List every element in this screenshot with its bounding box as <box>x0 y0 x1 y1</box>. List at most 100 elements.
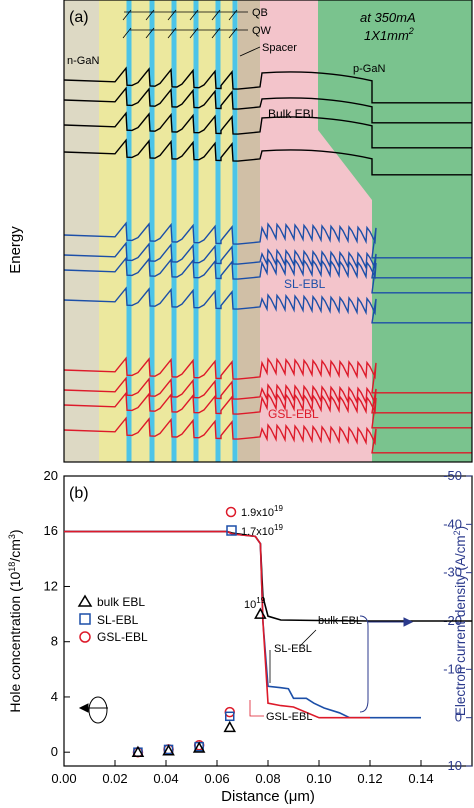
legend-marker-gsl <box>79 631 91 643</box>
right-tick-label: -30 <box>443 565 462 580</box>
spacer-leader <box>239 46 261 57</box>
left-tick-label: 8 <box>51 634 58 649</box>
qb-tick-5 <box>211 9 221 21</box>
gsl-band-line-3 <box>63 391 472 429</box>
marker-bulk <box>192 741 206 753</box>
panel-b-label: (b) <box>69 485 89 502</box>
spacer-label: Spacer <box>262 42 297 54</box>
qb-tick-2 <box>145 9 155 21</box>
left-axis-indicator <box>78 696 108 724</box>
gsl-band-line-1 <box>63 356 472 394</box>
marker-sl <box>225 711 235 722</box>
x-tick-label: 0.08 <box>255 771 280 786</box>
qw-tick-6 <box>228 27 238 39</box>
left-tick-label: 4 <box>51 689 58 704</box>
hole-concentration-markers <box>131 607 267 758</box>
current-density-curves <box>64 530 472 719</box>
peak-label-sl: 1.7x1019 <box>241 523 283 538</box>
bulk-band-line-3 <box>63 111 472 149</box>
bulk-ebl-label: Bulk EBL <box>268 107 318 121</box>
condition-current: at 350mA <box>360 10 416 25</box>
sl-band-line-1 <box>63 221 472 259</box>
gsl-band-line-4 <box>63 416 472 454</box>
sl-annotation: SL-EBL <box>274 643 312 655</box>
sl-band-line-4 <box>63 286 472 324</box>
x-tick-label: 0.10 <box>306 771 331 786</box>
left-axis-title: Hole concentration (1018/cm3) <box>7 529 23 712</box>
right-axis-arrowhead <box>403 617 414 627</box>
sl-band-line-3 <box>63 256 472 294</box>
marker-bulk <box>254 607 267 619</box>
bulk-band-line-1 <box>63 66 472 104</box>
panel-a: (a) n-GaN p-GaN at 350mA 1X1mm2 QB QW Sp… <box>7 0 473 463</box>
region-pgan <box>318 0 472 462</box>
left-tick-label: 20 <box>44 468 58 483</box>
current-curve-gsl <box>64 530 370 719</box>
qw-tick-3 <box>167 27 177 39</box>
x-tick-label: 0.02 <box>102 771 127 786</box>
ngan-label: n-GaN <box>67 55 99 67</box>
legend-marker-sl <box>79 613 91 625</box>
qb-tick-3 <box>167 9 177 21</box>
x-tick-label: 0.04 <box>153 771 178 786</box>
legend-label-sl: SL-EBL <box>97 613 139 627</box>
quantum-well-6 <box>232 0 238 462</box>
x-axis-title: Distance (μm) <box>221 788 315 805</box>
quantum-wells <box>126 0 238 462</box>
left-axis-title-sup2: 3 <box>7 534 17 539</box>
x-tick-label: 0.06 <box>204 771 229 786</box>
right-axis-title: Electron current density (A/cm2) <box>452 526 468 716</box>
x-tick-label: 0.12 <box>357 771 382 786</box>
condition-area-sup: 2 <box>408 26 414 36</box>
energy-axis-label: Energy <box>7 226 24 274</box>
right-tick-label: -50 <box>443 468 462 483</box>
qb-tick-4 <box>189 9 199 21</box>
qb-tick-6 <box>228 9 238 21</box>
quantum-well-4 <box>193 0 199 462</box>
panel-b-axes: 0.00 0.02 0.04 0.06 0.08 0.10 0.12 0.14 0 4 8 12 16 2… <box>44 468 472 786</box>
marker-bulk <box>162 744 175 756</box>
left-axis-arrowhead <box>78 703 89 713</box>
band-diagrams <box>63 66 472 454</box>
marker-bulk <box>131 745 145 757</box>
x-tick-label: 0.00 <box>51 771 76 786</box>
right-axis-bracket <box>359 615 369 713</box>
condition-area: 1X1mm2 <box>364 26 414 43</box>
peak-marker-sl <box>226 525 237 536</box>
peak-label-gsl: 1.9x1019 <box>241 504 283 519</box>
right-tick-label: 0 <box>455 710 462 725</box>
structure-leader-lines <box>122 9 261 57</box>
bulk-annotation-leader <box>299 629 317 647</box>
right-axis-title-end: ) <box>453 526 468 531</box>
qw-tick-4 <box>189 27 199 39</box>
qb-label: QB <box>252 7 268 19</box>
peak-marker-gsl <box>225 506 237 518</box>
bulk-band-line-4 <box>63 138 472 176</box>
peak-label-bulk: 1019 <box>244 596 266 611</box>
right-tick-label: -40 <box>443 516 462 531</box>
quantum-well-3 <box>171 0 177 462</box>
sl-ebl-label: SL-EBL <box>284 277 326 291</box>
peak-label-gsl-exp: 19 <box>274 504 283 513</box>
gsl-ebl-label: GSL-EBL <box>268 407 319 421</box>
left-axis-title-mid: /cm <box>7 539 23 562</box>
right-axis-indicator <box>359 615 414 713</box>
bulk-band-line-2 <box>63 86 472 124</box>
left-axis-ellipse <box>88 696 108 724</box>
pgan-label: p-GaN <box>353 63 385 75</box>
gsl-annotation-leader <box>249 700 264 717</box>
marker-bulk <box>223 720 237 733</box>
qw-tick-5 <box>211 27 221 39</box>
gsl-annotation: GSL-EBL <box>266 711 312 723</box>
region-ngan <box>64 0 99 462</box>
qw-label: QW <box>252 25 272 37</box>
left-tick-label: 16 <box>44 523 58 538</box>
region-spacer <box>238 0 260 462</box>
panel-a-frame <box>63 0 473 463</box>
right-axis-title-sup: 2 <box>452 530 462 535</box>
x-tick-label: 0.14 <box>408 771 433 786</box>
left-axis-title-end: ) <box>7 529 23 534</box>
qw-tick-1 <box>122 27 132 39</box>
qw-tick-2 <box>145 27 155 39</box>
peak-label-bulk-exp: 19 <box>256 596 265 605</box>
